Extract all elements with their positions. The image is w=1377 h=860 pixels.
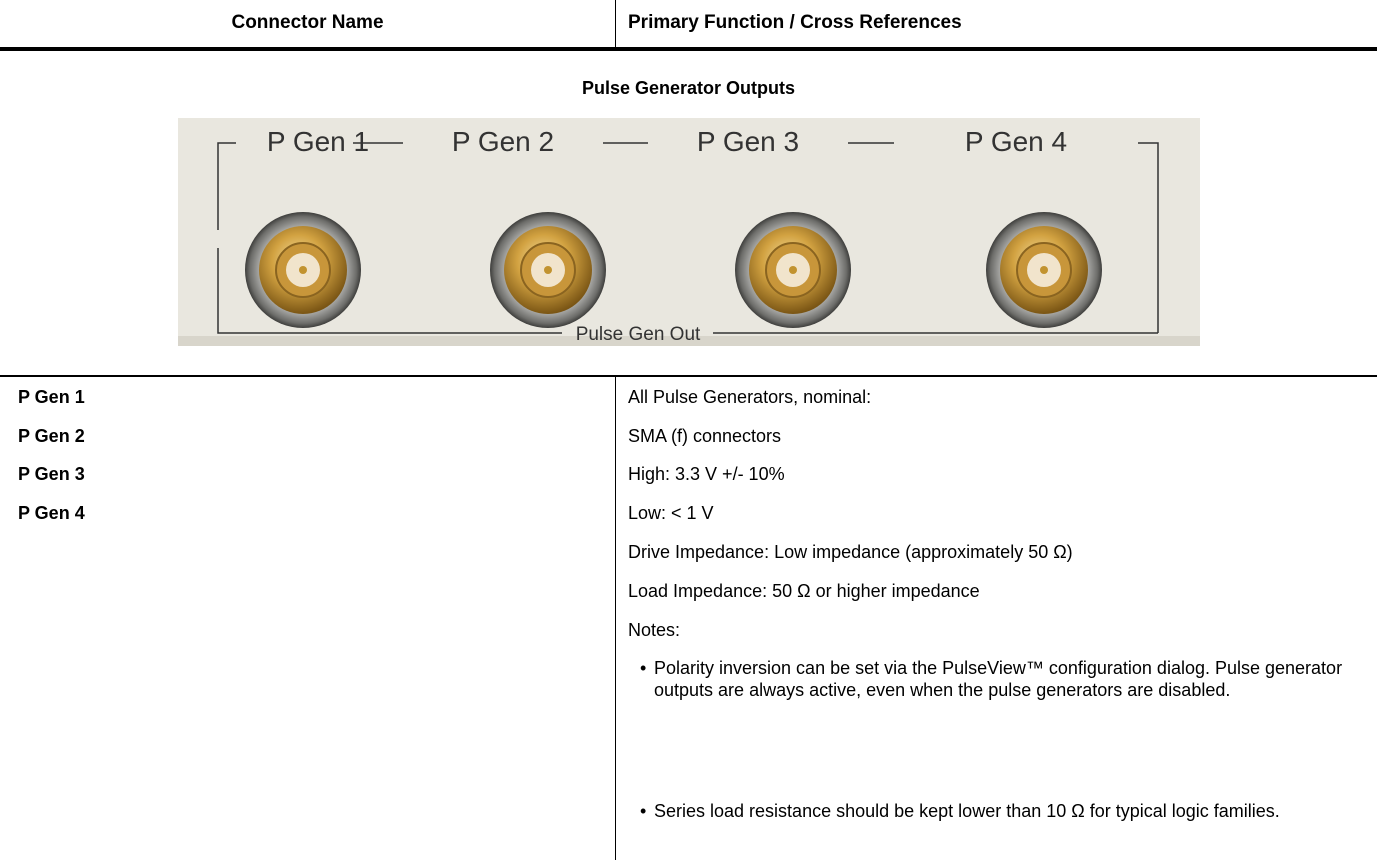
image-label: P Gen 1 <box>267 126 369 157</box>
detail: Drive Impedance: Low impedance (approxim… <box>628 542 1073 562</box>
column-header: Primary Function / Cross References <box>628 12 962 33</box>
image-caption: Pulse Gen Out <box>576 324 701 345</box>
image-label: P Gen 4 <box>965 126 1067 157</box>
header-rule <box>0 47 1377 51</box>
note: Series load resistance should be kept lo… <box>640 800 1344 822</box>
connector-photo: P Gen 1 P Gen 2 P Gen 3 P Gen 4 Pulse Ge… <box>178 118 1200 346</box>
connector-name: P Gen 1 <box>18 387 85 407</box>
image-label: P Gen 3 <box>697 126 799 157</box>
connector-part <box>789 266 797 274</box>
column-divider <box>615 0 616 48</box>
connector-name: P Gen 4 <box>18 503 85 523</box>
detail: All Pulse Generators, nominal: <box>628 387 872 407</box>
connector-part <box>544 266 552 274</box>
detail: Load Impedance: 50 Ω or higher impedance <box>628 581 980 601</box>
note: Polarity inversion can be set via the Pu… <box>640 657 1344 701</box>
connector-name: P Gen 3 <box>18 464 85 484</box>
image-label: P Gen 2 <box>452 126 554 157</box>
detail: High: 3.3 V +/- 10% <box>628 464 785 484</box>
detail: Low: < 1 V <box>628 503 714 523</box>
detail: Notes: <box>628 620 681 640</box>
connector-part <box>299 266 307 274</box>
section-title: Pulse Generator Outputs <box>581 78 796 98</box>
row-rule <box>0 375 1377 377</box>
column-header: Connector Name <box>231 12 384 33</box>
detail: SMA (f) connectors <box>628 426 782 446</box>
column-divider <box>615 377 616 860</box>
connector-part <box>1040 266 1048 274</box>
connector-name: P Gen 2 <box>18 426 85 446</box>
